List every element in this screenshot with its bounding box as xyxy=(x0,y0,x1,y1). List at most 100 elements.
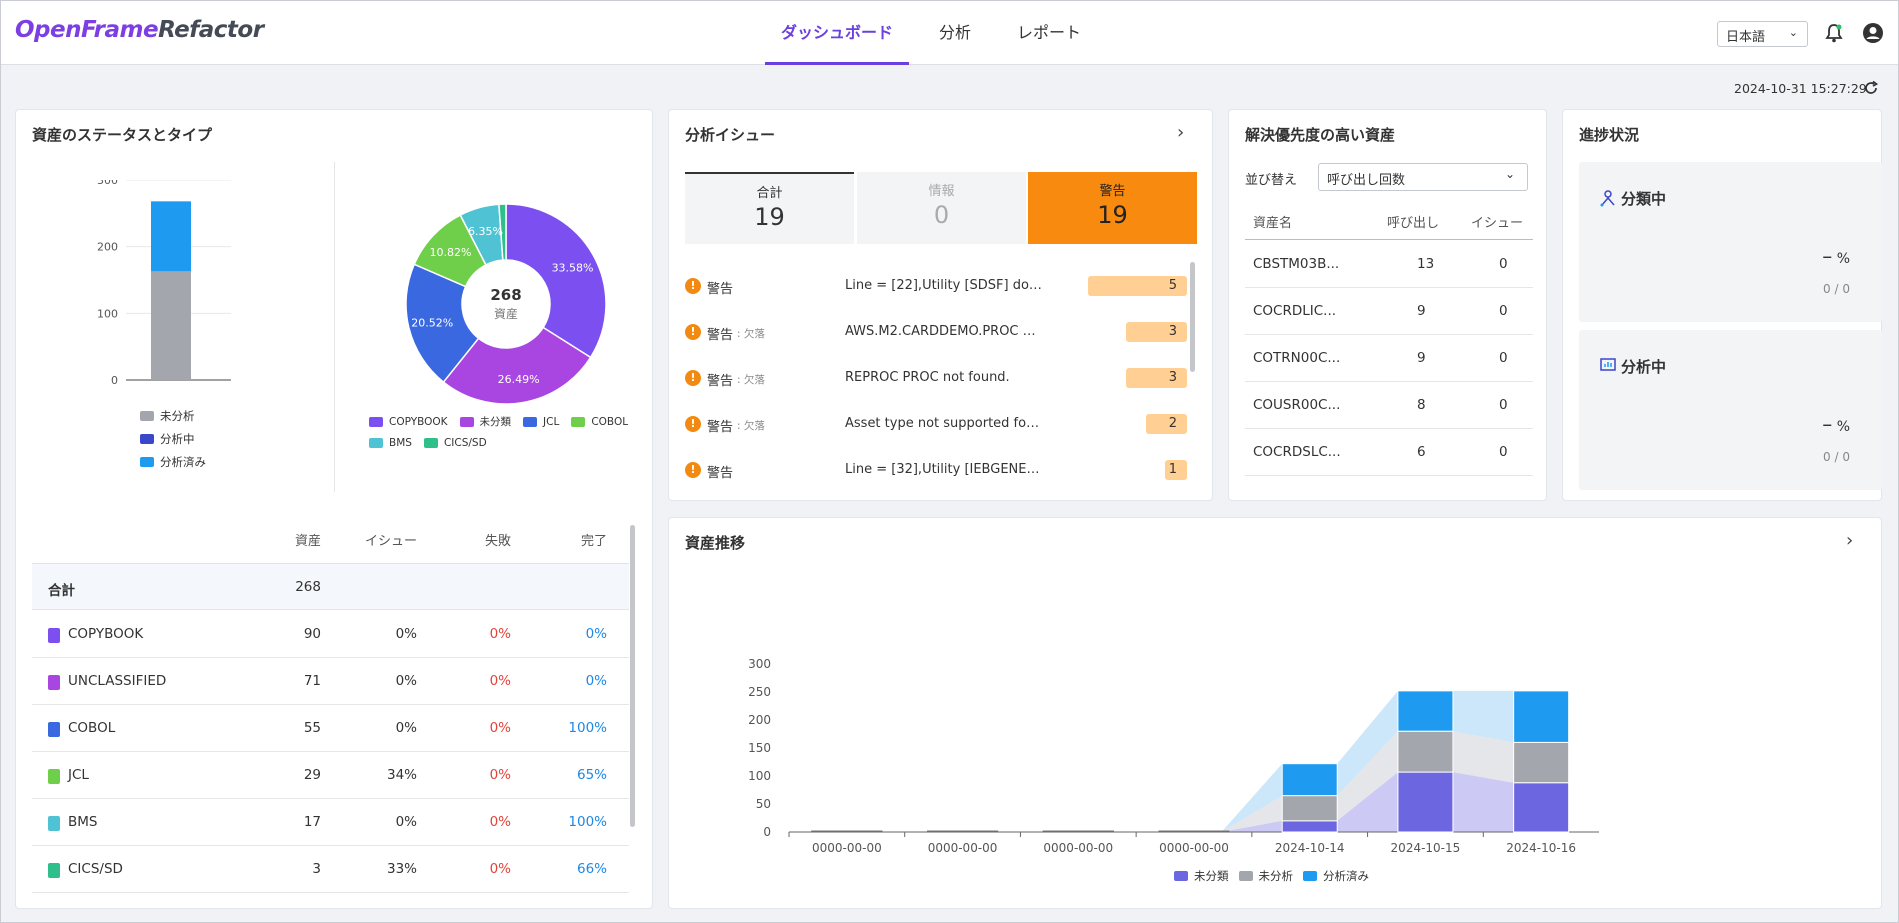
donut-slice xyxy=(505,203,607,359)
warning-icon: ! xyxy=(685,370,701,386)
priority-asset-row[interactable]: COTRN00C... 9 0 xyxy=(1245,335,1533,382)
y-tick-label: 200 xyxy=(748,713,771,727)
call-count: 6 xyxy=(1417,444,1426,460)
asset-trend-chart: 0 50 100 150 200 250 300 0000-00-00 0000-00-00 00… xyxy=(748,657,1599,855)
x-tick-label: 2024-10-14 xyxy=(1275,841,1345,855)
legend-item-copybook: COPYBOOK xyxy=(369,414,448,429)
priority-asset-row[interactable]: COUSR00C... 8 0 xyxy=(1245,382,1533,429)
priority-table-header: 資産名 呼び出し イシュー xyxy=(1245,208,1533,240)
issue-level: 警告 xyxy=(707,466,734,481)
issue-row[interactable]: ! 警告: 欠落 AWS.M2.CARDDEMO.PROC … 3 xyxy=(685,318,1187,348)
slice-label: 33.58% xyxy=(552,261,594,274)
warning-icon: ! xyxy=(685,462,701,478)
bell-icon[interactable] xyxy=(1823,22,1845,44)
x-tick-label: 0000-00-00 xyxy=(1043,841,1113,855)
donut-slice xyxy=(442,326,592,405)
call-count: 9 xyxy=(1417,303,1426,319)
type-name: JCL xyxy=(68,767,89,783)
y-tick-label: 200 xyxy=(97,241,118,254)
status-legend: 未分析 分析中 分析済み xyxy=(140,408,206,470)
issue-rate: 0% xyxy=(395,720,417,736)
tab-dashboard[interactable]: ダッシュボード xyxy=(765,1,910,65)
asset-name: COCRDLIC... xyxy=(1253,303,1337,319)
y-tick-label: 50 xyxy=(756,797,771,811)
user-icon[interactable] xyxy=(1862,22,1884,44)
donut-slice xyxy=(405,263,480,384)
asset-count: 55 xyxy=(303,720,321,736)
donut-center-value: 268 xyxy=(490,286,521,304)
asset-name: COTRN00C... xyxy=(1253,350,1341,366)
logo-text-openframe: OpenFrame xyxy=(15,17,159,43)
warning-icon: ! xyxy=(685,278,701,294)
table-row[interactable]: BMS 17 0% 0% 100% xyxy=(32,799,629,846)
y-tick-label: 300 xyxy=(748,657,771,671)
trend-flow-band xyxy=(1452,772,1514,832)
language-select[interactable]: 日本語 ⌄ xyxy=(1717,21,1808,47)
last-updated-timestamp: 2024-10-31 15:27:29 xyxy=(1734,81,1867,96)
y-tick-label: 100 xyxy=(97,307,118,320)
asset-count: 17 xyxy=(303,814,321,830)
app-logo[interactable]: OpenFrameRefactor xyxy=(15,17,264,43)
issue-tab-total[interactable]: 合計 19 xyxy=(685,172,854,244)
issue-row[interactable]: ! 警告 Line = [22],Utility [SDSF] do… 5 xyxy=(685,272,1187,302)
issues-scrollbar[interactable] xyxy=(1190,262,1195,372)
issue-row[interactable]: ! 警告 Line = [32],Utility [IEBGENE… 1 xyxy=(685,456,1187,486)
priority-asset-row[interactable]: CBSTM03B... 13 0 xyxy=(1245,241,1533,288)
status-bar-chart: 0 100 200 300 xyxy=(97,180,231,387)
failure-rate: 0% xyxy=(489,814,511,830)
legend-item-analyzing: 分析中 xyxy=(140,431,206,447)
failure-rate: 0% xyxy=(489,861,511,877)
priority-asset-row[interactable]: COCRDSLC... 6 0 xyxy=(1245,429,1533,476)
bar-segment xyxy=(151,271,191,380)
type-color-swatch xyxy=(48,722,60,737)
table-scrollbar[interactable] xyxy=(630,525,635,827)
chevron-right-icon[interactable]: › xyxy=(1846,530,1854,551)
legend-item-analyzed: 分析済み xyxy=(140,454,206,470)
slice-label: 20.52% xyxy=(411,316,453,329)
trend-bar-segment xyxy=(1281,795,1338,822)
trend-bar-segment xyxy=(1397,690,1454,732)
trend-bar-segment xyxy=(1513,741,1570,784)
issue-sub: : 欠落 xyxy=(737,374,765,386)
priority-asset-row[interactable]: COCRDLIC... 9 0 xyxy=(1245,288,1533,335)
tab-report[interactable]: レポート xyxy=(1017,23,1082,42)
issue-count: 0 xyxy=(1499,397,1508,413)
tab-analysis[interactable]: 分析 xyxy=(939,23,972,42)
refresh-icon[interactable] xyxy=(1863,80,1879,96)
issue-row[interactable]: ! 警告: 欠落 REPROC PROC not found. 3 xyxy=(685,364,1187,394)
table-row-total[interactable]: 合計 268 xyxy=(32,563,629,610)
y-tick-label: 150 xyxy=(748,741,771,755)
issue-tab-warning[interactable]: 警告 19 xyxy=(1028,172,1197,244)
issue-count-bar: 3 xyxy=(1126,368,1187,388)
failure-rate: 0% xyxy=(489,720,511,736)
progress-analyzing: 分析中 – % 0 / 0 xyxy=(1579,330,1882,490)
issue-row[interactable]: ! 警告: 欠落 Asset type not supported fo… 2 xyxy=(685,410,1187,440)
issue-count-bar: 5 xyxy=(1088,276,1187,296)
issue-count-bar: 2 xyxy=(1146,414,1187,434)
completion-rate: 66% xyxy=(576,861,607,877)
asset-name: CBSTM03B... xyxy=(1253,256,1340,272)
language-value: 日本語 xyxy=(1726,30,1766,45)
issue-rate: 33% xyxy=(386,861,417,877)
table-row[interactable]: COBOL 55 0% 0% 100% xyxy=(32,705,629,752)
table-row[interactable]: COPYBOOK 90 0% 0% 0% xyxy=(32,611,629,658)
trend-legend: 未分類 未分析 分析済み xyxy=(1174,868,1369,884)
table-row[interactable]: UNCLASSIFIED 71 0% 0% 0% xyxy=(32,658,629,705)
issue-rate: 0% xyxy=(395,673,417,689)
issue-level: 警告 xyxy=(707,420,734,435)
legend-item-jcl: JCL xyxy=(523,414,559,429)
table-row[interactable]: JCL 29 34% 0% 65% xyxy=(32,752,629,799)
issue-count-bar: 3 xyxy=(1126,322,1187,342)
progress-classifying: 分類中 – % 0 / 0 xyxy=(1579,162,1882,322)
progress-card: 進捗状況 分類中 – % 0 / 0 分析中 – % 0 / 0 xyxy=(1562,109,1882,501)
priority-assets-title: 解決優先度の高い資産 xyxy=(1245,126,1396,144)
trend-bar-segment xyxy=(1513,690,1570,743)
donut-center-label: 資産 xyxy=(494,306,518,321)
issue-tab-info[interactable]: 情報 0 xyxy=(857,172,1026,244)
sort-value: 呼び出し回数 xyxy=(1327,173,1406,188)
issue-message: AWS.M2.CARDDEMO.PROC … xyxy=(845,324,1036,339)
table-row[interactable]: CICS/SD 3 33% 0% 66% xyxy=(32,846,629,893)
chevron-right-icon[interactable]: › xyxy=(1177,122,1185,143)
sort-select[interactable]: 呼び出し回数 ⌄ xyxy=(1318,163,1528,191)
warning-icon: ! xyxy=(685,324,701,340)
